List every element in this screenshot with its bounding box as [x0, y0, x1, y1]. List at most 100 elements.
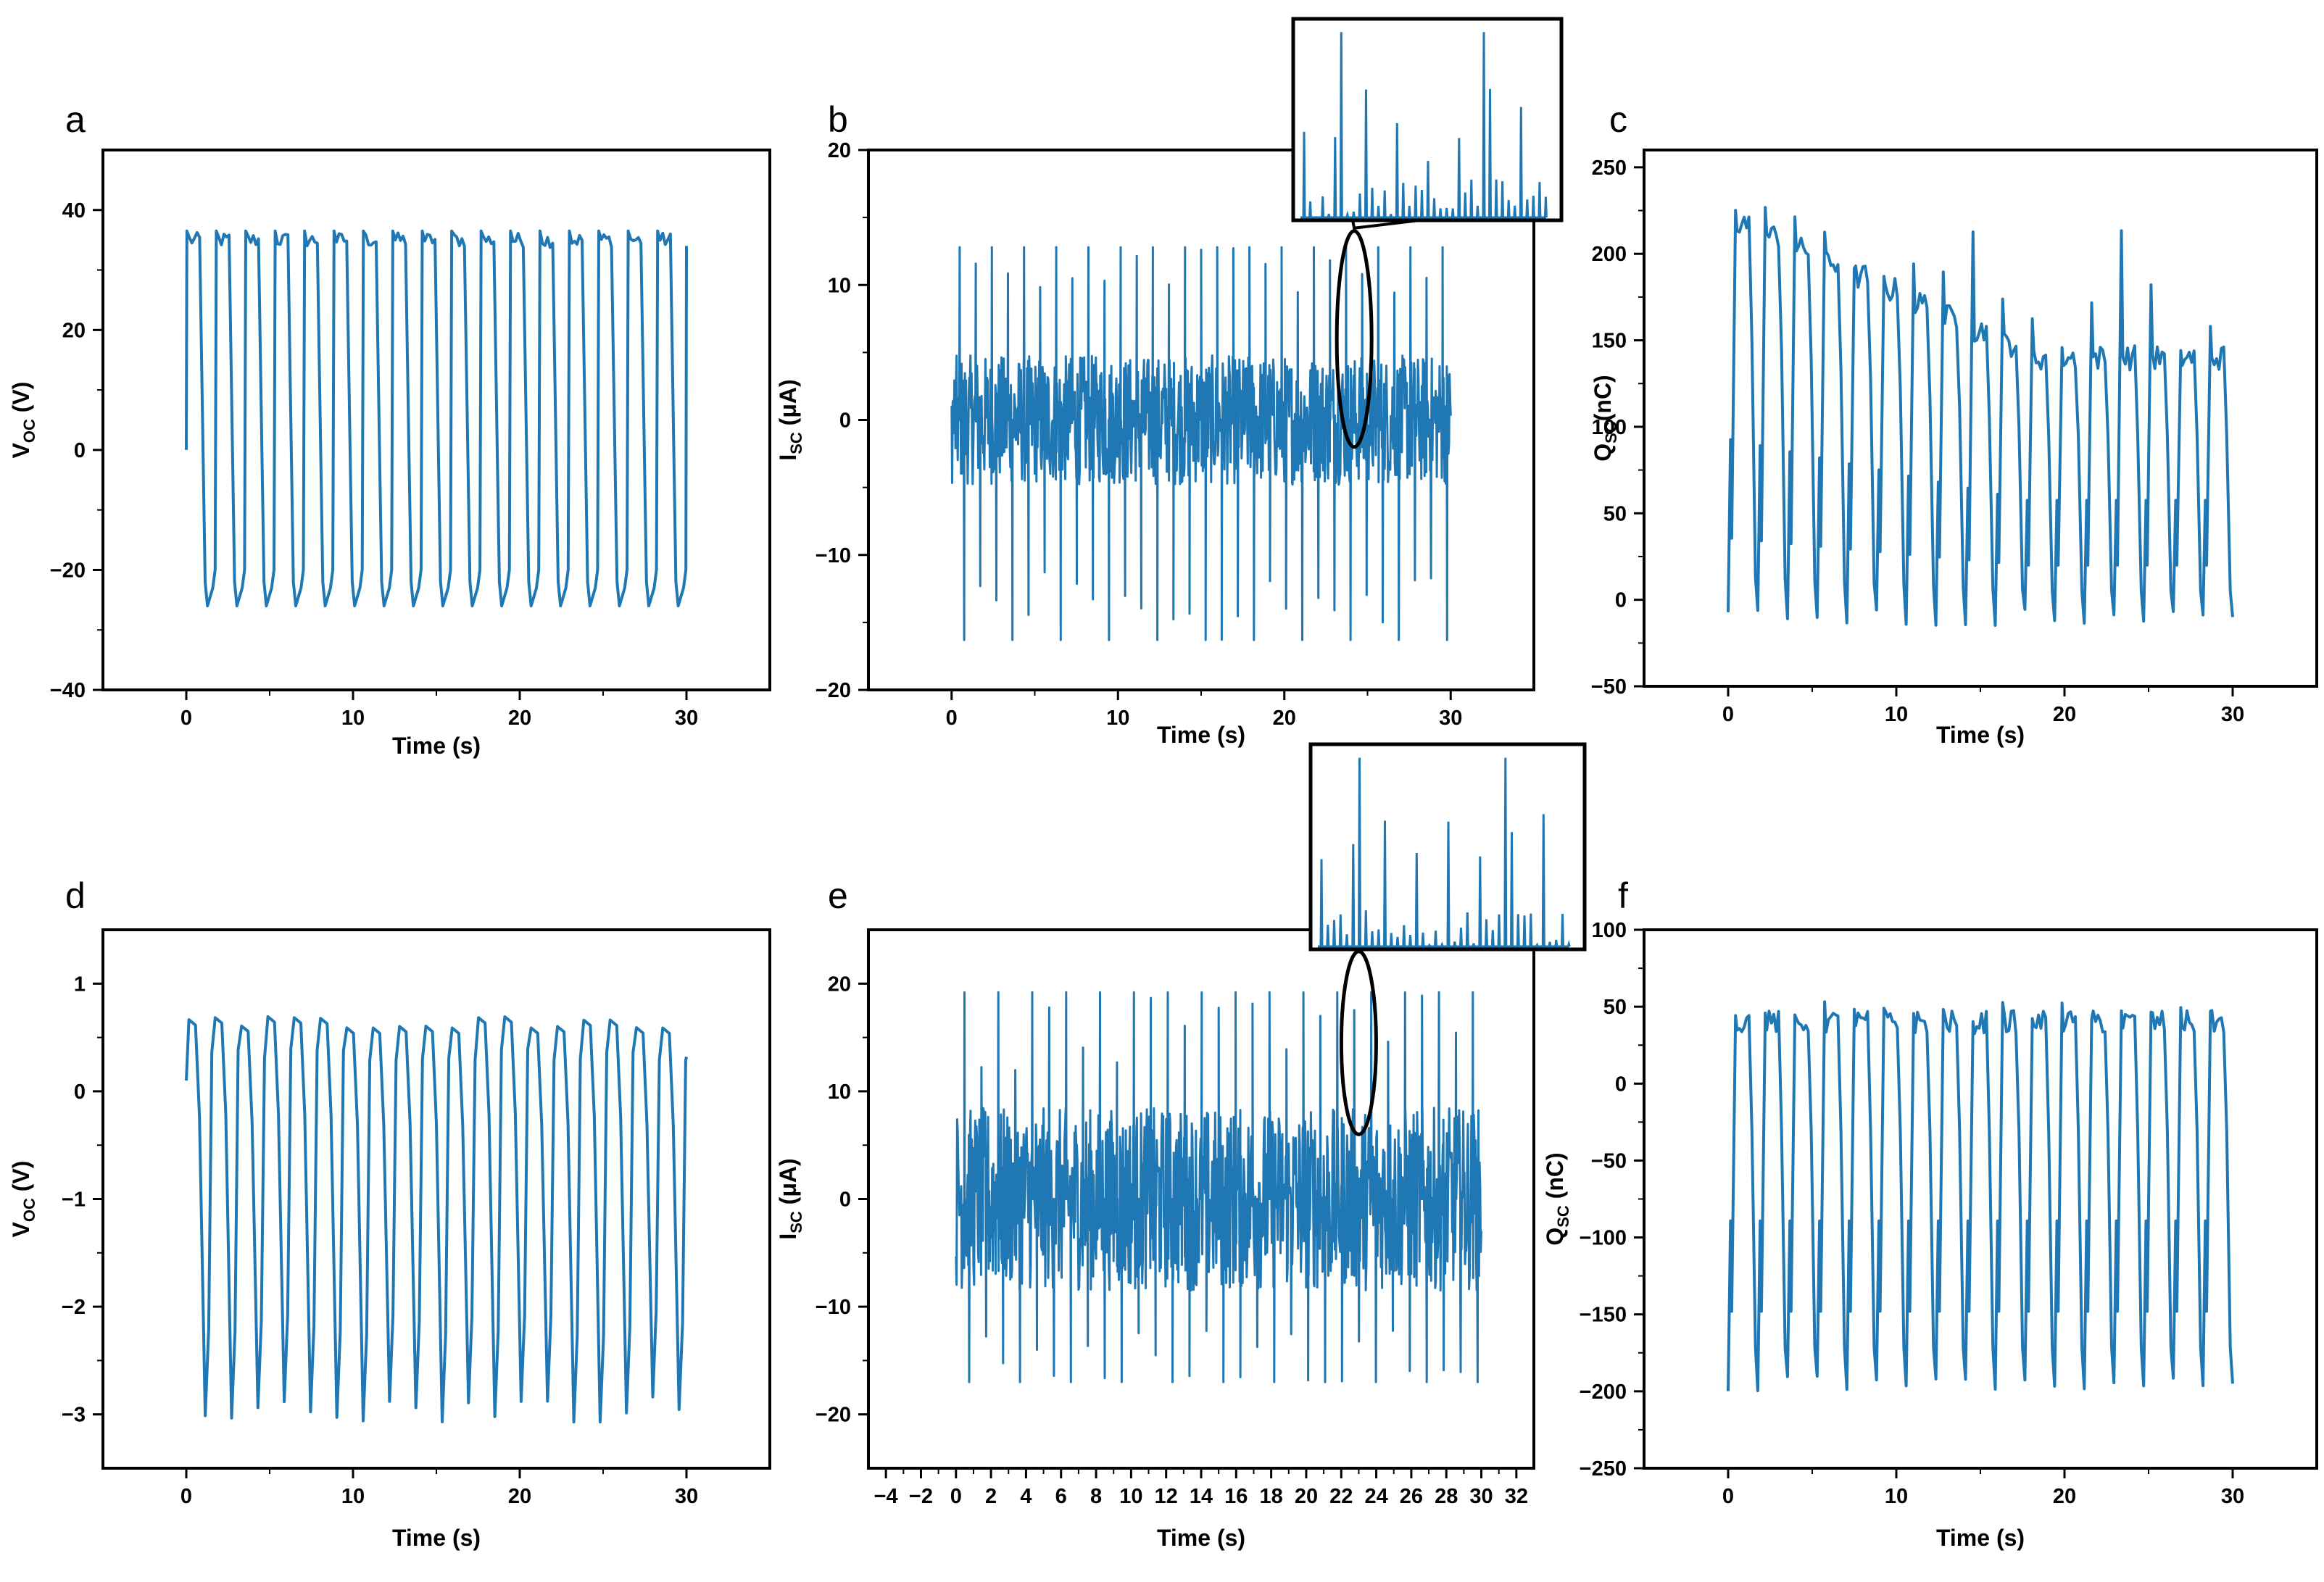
series-line-d	[185, 1015, 688, 1424]
y-tick-label: 10	[828, 1081, 851, 1104]
x-tick-label: 30	[2221, 1485, 2244, 1508]
y-tick-label: 100	[1592, 416, 1627, 439]
zoom-highlight-ellipse	[1335, 229, 1374, 449]
x-tick-label: 30	[675, 707, 698, 730]
y-tick-label: −100	[1580, 1227, 1627, 1250]
y-tick-label: 10	[828, 274, 851, 297]
y-tick-label: 0	[839, 1188, 851, 1212]
x-tick-label: 20	[2053, 1485, 2076, 1508]
x-tick-label: 32	[1505, 1485, 1528, 1508]
x-tick-label: 10	[1885, 703, 1908, 726]
x-axis-title: Time (s)	[1936, 722, 2025, 748]
y-axis-title: VOC (V)	[8, 1161, 38, 1238]
y-tick-label: 0	[74, 1081, 86, 1104]
inset-series-line	[1318, 757, 1571, 948]
y-tick-label: −3	[62, 1404, 86, 1427]
zoom-highlight-ellipse	[1339, 949, 1378, 1136]
y-tick-label: −20	[816, 679, 851, 702]
y-tick-label: −250	[1580, 1457, 1627, 1481]
x-tick-label: 20	[1295, 1485, 1318, 1508]
y-tick-label: 0	[1615, 589, 1627, 612]
x-tick-label: −2	[909, 1485, 933, 1508]
x-tick-label: 18	[1259, 1485, 1282, 1508]
y-tick-label: −20	[50, 559, 86, 582]
x-tick-label: 6	[1055, 1485, 1067, 1508]
panel-letter-c: c	[1609, 99, 1627, 140]
panel-letter-a: a	[65, 99, 86, 140]
x-tick-label: 0	[1722, 1485, 1734, 1508]
series-line-e	[955, 991, 1482, 1383]
y-tick-label: 1	[74, 973, 86, 996]
y-tick-label: 20	[828, 973, 851, 996]
x-tick-label: 26	[1400, 1485, 1423, 1508]
panel-a: a 0 10 20 30 −40 −20 0 20 40 Time (s) VOC (V)	[8, 99, 771, 759]
y-tick-label: 50	[1603, 502, 1627, 525]
x-tick-label: 0	[1722, 703, 1734, 726]
x-axis-title: Time (s)	[392, 1525, 481, 1551]
x-tick-label: 10	[341, 707, 365, 730]
y-tick-label: −1	[62, 1188, 86, 1212]
y-tick-label: −40	[50, 679, 86, 702]
x-tick-label: 30	[675, 1485, 698, 1508]
x-tick-label: 22	[1329, 1485, 1353, 1508]
y-tick-label: −10	[816, 1296, 851, 1319]
x-tick-label: 24	[1364, 1485, 1387, 1508]
x-axis-title: Time (s)	[392, 733, 481, 759]
x-tick-label: 16	[1224, 1485, 1248, 1508]
panel-letter-b: b	[828, 99, 848, 140]
y-axis-title: QSC (nC)	[1542, 1152, 1572, 1245]
x-tick-label: 10	[1106, 707, 1129, 730]
panel-letter-f: f	[1618, 875, 1628, 916]
panel-f: f 0 10 20 30 −250 −200 −150 −100 −50 0 50 100 Time (s…	[1542, 875, 2318, 1551]
plot-frame-d	[101, 928, 771, 1470]
y-axis-title: QSC(nC)	[1590, 375, 1620, 461]
x-tick-label: 0	[946, 707, 958, 730]
x-axis-title: Time (s)	[1157, 1525, 1245, 1551]
x-tick-label: 0	[180, 707, 192, 730]
y-tick-label: −150	[1580, 1304, 1627, 1327]
x-tick-label: 10	[341, 1485, 365, 1508]
x-tick-label: 14	[1190, 1485, 1213, 1508]
panel-b: b 0 10 20 30 −20 −10 0 10 20 Time (s) ISC (μA)	[775, 17, 1564, 748]
x-tick-label: 28	[1435, 1485, 1458, 1508]
panel-d: d 0 10 20 30 −3 −2 −1 0 1 Time (s) VOC (V)	[8, 875, 771, 1551]
x-tick-label: 12	[1155, 1485, 1178, 1508]
y-tick-label: 20	[62, 319, 86, 342]
panel-e: e−4 −2 0 2 4 6 8 10 12 14 16 18 20 22 24 26 28 30 32−20−10…	[775, 742, 1587, 1551]
y-tick-label: −10	[816, 544, 851, 567]
series-line-b	[950, 246, 1452, 641]
y-tick-label: 50	[1603, 996, 1627, 1019]
x-tick-label: 8	[1090, 1485, 1102, 1508]
y-axis-title: VOC (V)	[8, 382, 38, 459]
inset-series-line	[1300, 32, 1548, 219]
series-line-f	[1727, 1000, 2234, 1392]
plot-frame-f	[1643, 928, 2318, 1470]
y-tick-label: 150	[1592, 330, 1627, 353]
x-tick-label: 0	[180, 1485, 192, 1508]
x-tick-label: 30	[1439, 707, 1462, 730]
panel-c: c 0 10 20 30 −50 0 50 100 150 200 250 Time (s) QSC(nC…	[1590, 99, 2318, 748]
x-tick-label: 4	[1020, 1485, 1032, 1508]
y-axis-title: ISC (μA)	[775, 1158, 805, 1239]
y-tick-label: 40	[62, 199, 86, 222]
panel-letter-e: e	[828, 875, 848, 916]
y-tick-label: 100	[1592, 919, 1627, 942]
x-tick-label: 0	[950, 1485, 962, 1508]
y-tick-label: 200	[1592, 243, 1627, 266]
x-tick-label: 10	[1119, 1485, 1142, 1508]
x-tick-label: 20	[508, 707, 531, 730]
x-axis-title: Time (s)	[1157, 722, 1245, 748]
x-tick-label: 2	[985, 1485, 997, 1508]
y-tick-label: 0	[1615, 1073, 1627, 1096]
x-tick-label: 10	[1885, 1485, 1908, 1508]
y-tick-label: −50	[1591, 675, 1627, 699]
x-axis-title: Time (s)	[1936, 1525, 2025, 1551]
x-tick-label: −4	[874, 1485, 898, 1508]
x-tick-label: 30	[1469, 1485, 1493, 1508]
x-tick-label: 20	[1273, 707, 1296, 730]
y-tick-label: −50	[1591, 1149, 1627, 1173]
y-tick-label: 0	[74, 439, 86, 462]
x-tick-label: 20	[2053, 703, 2076, 726]
y-tick-label: 0	[839, 409, 851, 433]
